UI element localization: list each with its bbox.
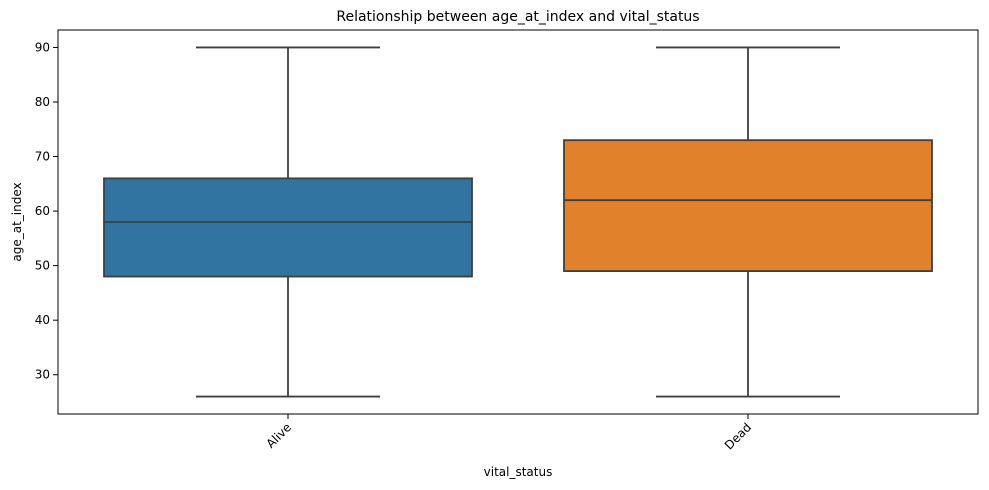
y-axis-label: age_at_index: [10, 182, 24, 261]
plot-area: [57, 29, 979, 415]
x-axis: Alive Dead: [263, 414, 754, 452]
boxes-layer: [103, 46, 933, 398]
y-tick-label: 60: [35, 204, 50, 218]
y-tick-label: 30: [35, 368, 50, 382]
x-axis-label: vital_status: [484, 465, 553, 479]
axes-frame: [57, 29, 979, 415]
box-dead: [563, 46, 933, 398]
y-tick-label: 50: [35, 259, 50, 273]
y-tick-label: 90: [35, 40, 50, 54]
y-axis: 30 40 50 60 70 80 90: [35, 40, 58, 382]
x-tick-label-dead: Dead: [722, 420, 754, 452]
iqr-box: [563, 139, 933, 272]
y-tick-label: 70: [35, 150, 50, 164]
iqr-box: [103, 177, 473, 278]
box-alive: [103, 46, 473, 398]
x-tick-label-alive: Alive: [263, 420, 294, 451]
y-tick-label: 80: [35, 95, 50, 109]
y-tick-label: 40: [35, 313, 50, 327]
chart-title: Relationship between age_at_index and vi…: [336, 9, 699, 25]
